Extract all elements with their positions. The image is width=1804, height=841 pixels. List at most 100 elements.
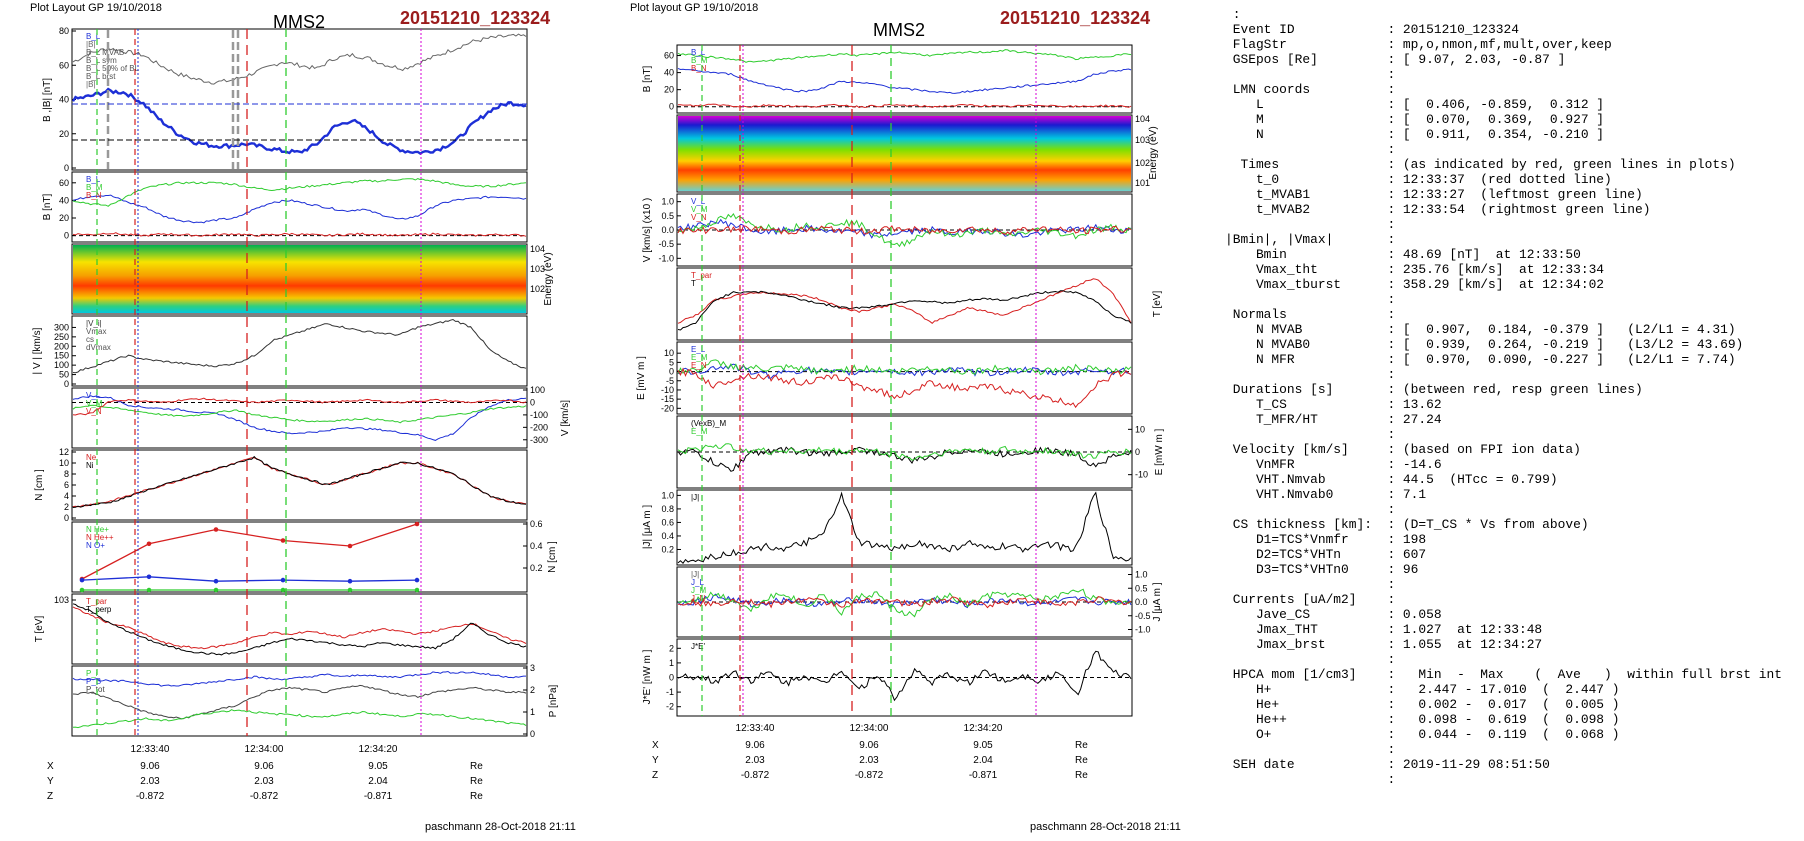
y-tick-label: -1.0: [658, 253, 674, 263]
x-tick-label: 12:33:40: [131, 744, 170, 755]
y-tick-label: -15: [661, 394, 674, 404]
summary-line: O+ : 0.044 - 0.119 ( 0.068 ): [1225, 727, 1620, 742]
legend-entry: |J|: [691, 493, 699, 502]
y-tick-label: -300: [530, 435, 548, 445]
summary-line: Durations [s] : (between red, resp green…: [1225, 382, 1643, 397]
legend-entry: T_perp: [86, 605, 112, 614]
y-tick-label: 103: [530, 264, 545, 274]
y-tick-label: 0: [530, 397, 535, 407]
y-tick-label: 1: [669, 658, 674, 668]
y-tick-label: 80: [59, 26, 69, 36]
legend-entry: B_N: [691, 64, 707, 73]
series-line-v-n: [72, 397, 527, 416]
series-line-v-m: [677, 212, 1132, 248]
y-tick-label: 0: [669, 367, 674, 377]
left-spacecraft-title: MMS2: [273, 12, 326, 32]
right-footer: paschmann 28-Oct-2018 21:11: [1030, 821, 1181, 833]
right-plot-layout-label: Plot layout GP 19/10/2018: [630, 2, 759, 14]
summary-line: Currents [uA/m2] :: [1225, 592, 1396, 607]
legend-entry: E_L: [691, 345, 706, 354]
coord-row-label: Y: [652, 755, 659, 766]
series-line-j-n: [678, 596, 1132, 609]
y-tick-label: 100: [54, 360, 69, 370]
y-tick-label: -0.5: [658, 239, 674, 249]
series-line-e-n: [677, 367, 1132, 409]
summary-line: :: [1225, 367, 1396, 382]
panel-r-electron-spectrogram-frame: [676, 114, 1133, 193]
ylabel-hpca-ni: N [cm ]: [547, 541, 558, 573]
summary-line: Vmax_tburst : 358.29 [km/s] at 12:34:02: [1225, 277, 1605, 292]
summary-line: D2=TCS*VHTn : 607: [1225, 547, 1427, 562]
legend-entry: Ne: [86, 453, 97, 462]
legend-entry: E_M: [691, 353, 708, 362]
summary-line: VnMFR : -14.6: [1225, 457, 1442, 472]
series-line-v-l: [72, 395, 527, 441]
series-line-b-n: [678, 103, 1132, 109]
coord-value: 9.05: [368, 761, 388, 772]
summary-line: LMN coords :: [1225, 82, 1396, 97]
y-tick-label: 0: [64, 379, 69, 389]
summary-line: :: [1225, 502, 1396, 517]
ylabel-n: N [cm ]: [34, 469, 45, 501]
summary-line: Bmin : 48.69 [nT] at 12:33:50: [1225, 247, 1581, 262]
legend-entry: B_L MVAB: [86, 48, 124, 57]
series-line-p-b: [72, 670, 526, 687]
data-point: [414, 587, 420, 593]
legend-entry: B_L: [691, 48, 706, 57]
y-tick-label: 0: [530, 729, 535, 739]
coord-unit: Re: [470, 761, 483, 772]
legend-entry: P_tot: [86, 685, 105, 694]
legend-entry: V_L: [691, 197, 706, 206]
coord-value: 9.05: [973, 740, 993, 751]
series-line-b-n: [72, 232, 527, 237]
series-line-t-par: [677, 278, 1132, 324]
summary-line: :: [1225, 142, 1396, 157]
y-tick-label: 0.5: [1135, 583, 1148, 593]
y-tick-label: 2: [64, 502, 69, 512]
series-line-n-he-: [81, 523, 418, 580]
y-tick-label: -10: [1135, 470, 1148, 480]
legend-entry: (VexB)_M: [691, 419, 726, 428]
y-tick-label: 40: [59, 95, 69, 105]
panel-ion-spectrogram-frame: [71, 243, 528, 315]
y-tick-label: 300: [54, 322, 69, 332]
data-point: [146, 574, 152, 580]
panel-n-frame: [71, 449, 528, 521]
summary-line: :: [1225, 652, 1396, 667]
y-tick-label: 0: [669, 673, 674, 683]
coord-row-label: X: [47, 761, 54, 772]
summary-line: N MVAB0 : [ 0.939, 0.264, -0.219 ] (L3/L…: [1225, 337, 1744, 352]
legend-entry: N He++: [86, 533, 114, 542]
x-tick-label: 12:34:00: [245, 744, 284, 755]
summary-line: Normals :: [1225, 307, 1396, 322]
ion-spectrogram: [73, 245, 526, 313]
legend-entry: B_L: [86, 32, 101, 41]
panel-p-frame: [71, 665, 528, 737]
y-tick-label: 1.0: [661, 490, 674, 500]
summary-line: :: [1225, 217, 1396, 232]
series-line--j-: [677, 491, 1132, 564]
coord-row-label: Z: [652, 770, 658, 781]
legend-entry: |B|: [86, 40, 96, 49]
panel-ti-frame: [71, 593, 528, 665]
legend-entry: J_M: [691, 586, 706, 595]
y-tick-label: 1.0: [1135, 570, 1148, 580]
legend-entry: B_L brst: [86, 72, 116, 81]
y-tick-label: 0: [669, 102, 674, 112]
coord-value: -0.871: [969, 770, 998, 781]
coord-row-label: Y: [47, 776, 54, 787]
summary-line: L : [ 0.406, -0.859, 0.312 ]: [1225, 97, 1605, 112]
data-point: [213, 587, 219, 593]
ylabel-r-b-lmn: B [nT]: [642, 65, 653, 92]
y-tick-label: 104: [530, 244, 545, 254]
series-line-v-m: [72, 404, 527, 424]
data-point: [414, 577, 420, 583]
series-line-b-l: [71, 87, 527, 156]
legend-entry: T: [691, 279, 696, 288]
y-tick-label: 0.2: [661, 544, 674, 554]
ylabel-j-mag: |J| [μA m ]: [642, 505, 653, 550]
summary-line: FlagStr : mp,o,nmon,mf,mult,over,keep: [1225, 37, 1612, 52]
y-tick-label: 0: [64, 163, 69, 173]
series-line-p-i: [72, 709, 527, 729]
y-tick-label: 0: [64, 513, 69, 523]
